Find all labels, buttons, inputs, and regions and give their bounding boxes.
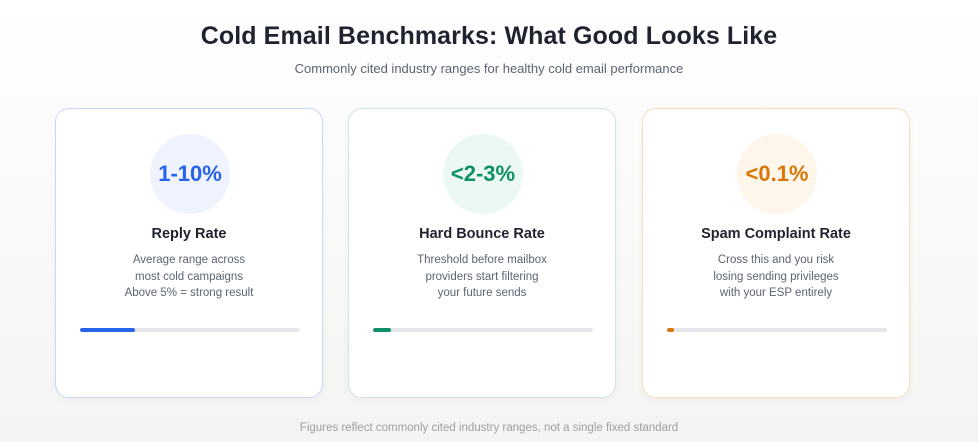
page-title: Cold Email Benchmarks: What Good Looks L… xyxy=(200,22,778,50)
value-badge: <2-3% xyxy=(443,134,523,214)
benchmark-value: <0.1% xyxy=(745,161,809,186)
progress-fill xyxy=(667,328,674,332)
progress-fill xyxy=(373,328,391,332)
description-line: losing sending privileges xyxy=(713,270,839,283)
benchmark-label: Reply Rate xyxy=(151,226,227,242)
benchmark-value: 1-10% xyxy=(158,161,222,186)
description-line: Average range across xyxy=(132,254,246,266)
description-line: most cold campaigns xyxy=(134,270,244,283)
progress-track xyxy=(80,328,300,332)
progress-track xyxy=(667,328,887,332)
benchmark-card-reply-rate: 1-10% Reply Rate Average range across mo… xyxy=(55,108,323,398)
benchmark-description: Cross this and you risk losing sending p… xyxy=(643,252,909,302)
value-badge: <0.1% xyxy=(737,134,817,214)
progress-track xyxy=(373,328,593,332)
benchmark-cards: 1-10% Reply Rate Average range across mo… xyxy=(55,108,913,400)
description-line: Threshold before mailbox xyxy=(417,254,547,266)
description-line: with your ESP entirely xyxy=(719,287,833,299)
description-line: your future sends xyxy=(437,287,527,299)
footnote: Figures reflect commonly cited industry … xyxy=(299,422,679,434)
benchmark-value: <2-3% xyxy=(450,161,516,186)
description-line: Cross this and you risk xyxy=(717,254,835,266)
progress-fill xyxy=(80,328,135,332)
benchmark-description: Threshold before mailbox providers start… xyxy=(349,252,615,302)
benchmark-label: Hard Bounce Rate xyxy=(419,226,545,242)
description-line: Above 5% = strong result xyxy=(124,287,254,299)
benchmark-label: Spam Complaint Rate xyxy=(701,226,851,242)
value-badge: 1-10% xyxy=(150,134,230,214)
description-line: providers start filtering xyxy=(425,270,539,283)
page-subtitle: Commonly cited industry ranges for healt… xyxy=(294,61,684,76)
benchmark-card-spam-complaint-rate: <0.1% Spam Complaint Rate Cross this and… xyxy=(642,108,910,398)
benchmark-description: Average range across most cold campaigns… xyxy=(56,252,322,302)
benchmark-card-hard-bounce-rate: <2-3% Hard Bounce Rate Threshold before … xyxy=(348,108,616,398)
